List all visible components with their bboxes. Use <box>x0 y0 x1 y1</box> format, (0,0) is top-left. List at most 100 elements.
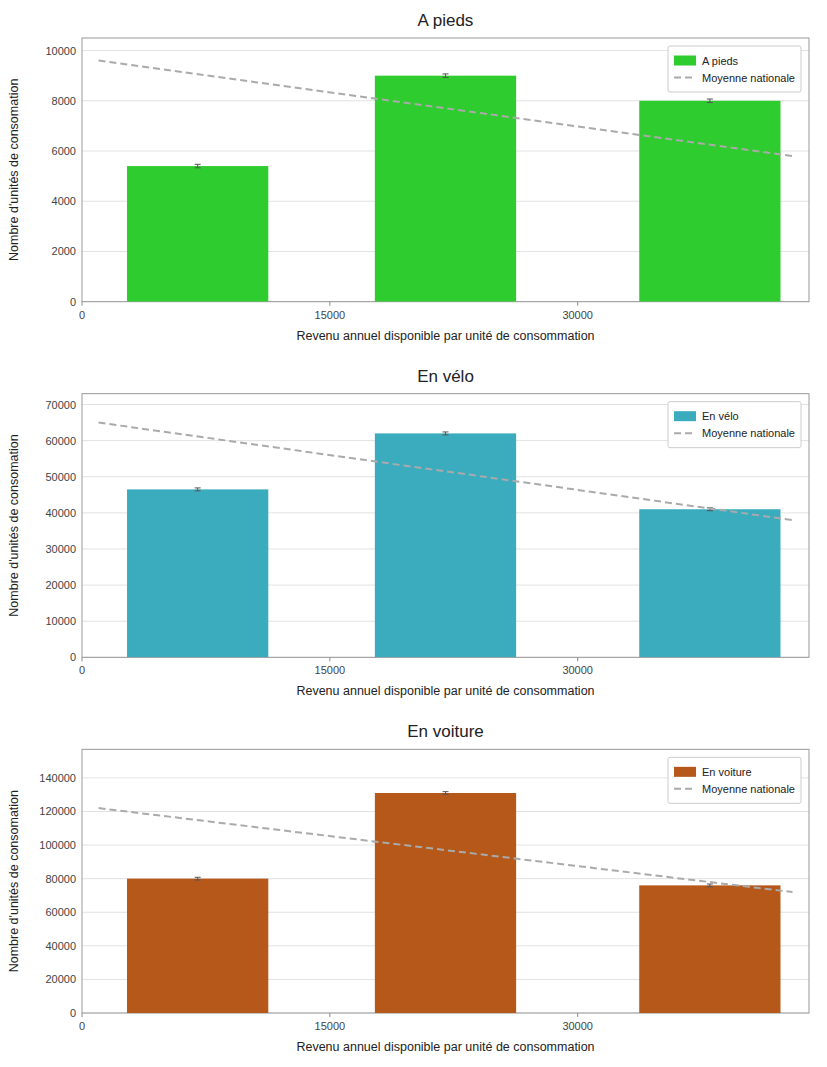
error-cap <box>707 99 713 100</box>
error-cap <box>707 886 713 887</box>
y-axis-label: Nombre d'unités de consomation <box>7 790 21 972</box>
error-bar <box>443 432 449 435</box>
y-tick-label: 20000 <box>45 579 76 591</box>
error-bar <box>443 74 449 78</box>
y-tick-label: 2000 <box>52 245 76 257</box>
y-tick-label: 100000 <box>39 839 76 851</box>
error-cap <box>443 73 449 74</box>
error-cap <box>443 791 449 792</box>
y-tick-label: 80000 <box>45 873 76 885</box>
y-tick-label: 30000 <box>45 543 76 555</box>
x-tick <box>329 302 330 306</box>
legend-label: A pieds <box>702 55 739 67</box>
error-stem <box>445 74 446 78</box>
bar <box>127 879 268 1013</box>
y-tick-label: 8000 <box>52 95 76 107</box>
x-tick-label: 30000 <box>562 664 593 676</box>
x-tick-label: 15000 <box>315 1020 346 1032</box>
x-tick <box>329 657 330 661</box>
plot-area <box>99 792 793 1013</box>
y-axis-label: Nombre d'unités de consomation <box>7 434 21 616</box>
error-bar <box>443 792 449 795</box>
y-tick-label: 50000 <box>45 471 76 483</box>
legend-item: En vélo <box>674 410 739 422</box>
bar <box>375 433 516 657</box>
x-tick <box>329 1013 330 1017</box>
line <box>99 808 793 892</box>
legend-label: Moyenne nationale <box>702 783 795 795</box>
x-tick-label: 15000 <box>315 309 346 321</box>
error-cap <box>195 490 201 491</box>
legend-item: Moyenne nationale <box>674 783 795 795</box>
chart: En vélo010000200003000040000500006000070… <box>7 367 809 699</box>
legend: En vélo Moyenne nationale <box>668 402 801 448</box>
plot-frame <box>82 38 809 302</box>
legend-item: A pieds <box>674 55 739 67</box>
bar <box>375 793 516 1013</box>
y-tick-label: 0 <box>70 651 76 663</box>
error-stem <box>197 164 198 168</box>
x-tick <box>577 1013 578 1017</box>
chart: En voiture020000400006000080000100000120… <box>7 722 809 1054</box>
plot-frame <box>82 749 809 1013</box>
legend-swatch <box>674 411 696 421</box>
y-tick-label: 40000 <box>45 940 76 952</box>
error-cap <box>195 487 201 488</box>
legend-swatch <box>674 767 696 777</box>
error-cap <box>707 510 713 511</box>
x-tick-label: 0 <box>79 1020 85 1032</box>
x-tick-label: 30000 <box>562 309 593 321</box>
legend-label: Moyenne nationale <box>702 72 795 84</box>
error-cap <box>195 164 201 165</box>
x-tick-label: 15000 <box>315 664 346 676</box>
error-bar <box>707 884 713 887</box>
bar <box>639 885 780 1013</box>
error-cap <box>443 794 449 795</box>
bar <box>375 76 516 302</box>
x-tick-label: 0 <box>79 309 85 321</box>
error-cap <box>195 167 201 168</box>
legend: En voiture Moyenne nationale <box>668 757 801 803</box>
x-tick <box>82 1013 83 1017</box>
legend-swatch <box>674 788 696 790</box>
error-stem <box>709 99 710 103</box>
error-cap <box>195 879 201 880</box>
y-tick-label: 0 <box>70 296 76 308</box>
legend-label: En voiture <box>702 766 752 778</box>
figure: A pieds020004000600080001000001500030000… <box>0 0 827 1067</box>
bar <box>127 166 268 302</box>
error-cap <box>443 431 449 432</box>
x-axis-label: Revenu annuel disponible par unité de co… <box>296 329 594 343</box>
x-tick <box>577 657 578 661</box>
error-bar <box>195 488 201 491</box>
y-tick-label: 40000 <box>45 507 76 519</box>
y-tick-label: 60000 <box>45 435 76 447</box>
error-cap <box>443 434 449 435</box>
y-tick-label: 0 <box>70 1007 76 1019</box>
plot-area <box>99 423 793 658</box>
x-axis-label: Revenu annuel disponible par unité de co… <box>296 1040 594 1054</box>
plot-frame <box>82 394 809 658</box>
chart: A pieds020004000600080001000001500030000… <box>7 11 809 343</box>
title: En vélo <box>417 367 474 386</box>
bar <box>639 509 780 657</box>
legend-label: En vélo <box>702 410 739 422</box>
x-tick <box>82 657 83 661</box>
error-cap <box>707 102 713 103</box>
y-tick-label: 70000 <box>45 399 76 411</box>
error-cap <box>443 77 449 78</box>
legend-item: Moyenne nationale <box>674 72 795 84</box>
legend-frame <box>668 402 801 448</box>
error-cap <box>195 877 201 878</box>
y-tick-label: 4000 <box>52 195 76 207</box>
legend: A pieds Moyenne nationale <box>668 46 801 92</box>
legend-swatch <box>674 56 696 66</box>
x-tick-label: 0 <box>79 664 85 676</box>
plot-area <box>99 61 793 302</box>
error-bar <box>195 877 201 880</box>
x-tick-label: 30000 <box>562 1020 593 1032</box>
legend-item: Moyenne nationale <box>674 427 795 439</box>
x-tick <box>577 302 578 306</box>
title: En voiture <box>407 722 484 741</box>
legend-swatch <box>674 77 696 79</box>
